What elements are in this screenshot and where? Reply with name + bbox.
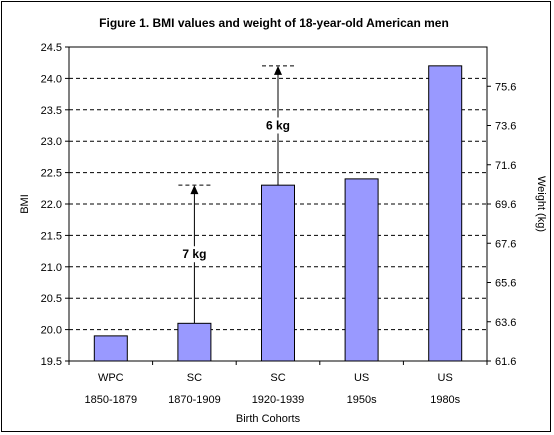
y-tick-label: 19.5 (41, 356, 62, 368)
x-period-label: 1980s (430, 394, 460, 406)
x-period-label: 1870-1909 (168, 394, 221, 406)
annotation-label-bg (262, 117, 294, 134)
bars (93, 65, 463, 362)
y-axis-right: 61.6 63.6 65.6 67.6 69.6 71.6 73.6 75.6 (487, 81, 516, 368)
y-tick-label: 22.0 (41, 199, 62, 211)
y2-tick-label: 69.6 (495, 199, 516, 211)
y2-tick-label: 61.6 (495, 356, 516, 368)
y-tick-label: 21.0 (41, 262, 62, 274)
y2-tick-label: 63.6 (495, 317, 516, 329)
x-category-label: US (354, 372, 369, 384)
y-axis-label: BMI (19, 194, 31, 214)
y-tick-label: 22.5 (41, 168, 62, 180)
y-tick-label: 24.0 (41, 73, 62, 85)
y-tick-label: 20.5 (41, 293, 62, 305)
bar (261, 184, 295, 362)
bar (177, 322, 212, 362)
y-tick-label: 23.5 (41, 105, 62, 117)
chart-title: Figure 1. BMI values and weight of 18-ye… (99, 16, 449, 30)
y-tick-label: 20.0 (41, 325, 62, 337)
bar (428, 65, 463, 362)
annotation-arrow-head (274, 65, 282, 75)
y-axis-left: 19.5 20.0 20.5 21.0 21.5 22.0 22.5 23.0 23.5 24.0… (41, 42, 69, 368)
annotation-label: 7 kg (182, 247, 206, 261)
x-category-label: US (438, 372, 453, 384)
y2-axis-label: Weight (kg) (535, 176, 547, 232)
x-period-label: 1850-1879 (84, 394, 137, 406)
y2-tick-label: 73.6 (495, 121, 516, 133)
annotation-label-bg (178, 246, 211, 263)
x-period-label: 1950s (347, 394, 377, 406)
y-tick-label: 21.5 (41, 230, 62, 242)
annotations: 7 kg 6 kg (178, 65, 294, 324)
y2-tick-label: 67.6 (495, 238, 516, 250)
annotation-arrow-head (190, 185, 199, 195)
y2-tick-label: 75.6 (495, 81, 516, 93)
x-period-label: 1920-1939 (252, 394, 305, 406)
x-axis-label: Birth Cohorts (236, 413, 301, 425)
x-category-label: SC (187, 372, 202, 384)
x-category-label: SC (270, 372, 285, 384)
y2-tick-label: 65.6 (495, 278, 516, 290)
bar (344, 178, 379, 362)
x-axis: WPC 1850-1879 SC 1870-1909 SC 1920-1939 US 1950… (68, 361, 488, 406)
x-category-label: WPC (98, 372, 124, 384)
bar (93, 335, 128, 362)
y-tick-label: 23.0 (41, 136, 62, 148)
y-tick-label: 24.5 (41, 42, 62, 54)
annotation-label: 6 kg (266, 119, 290, 133)
y2-tick-label: 71.6 (495, 160, 516, 172)
